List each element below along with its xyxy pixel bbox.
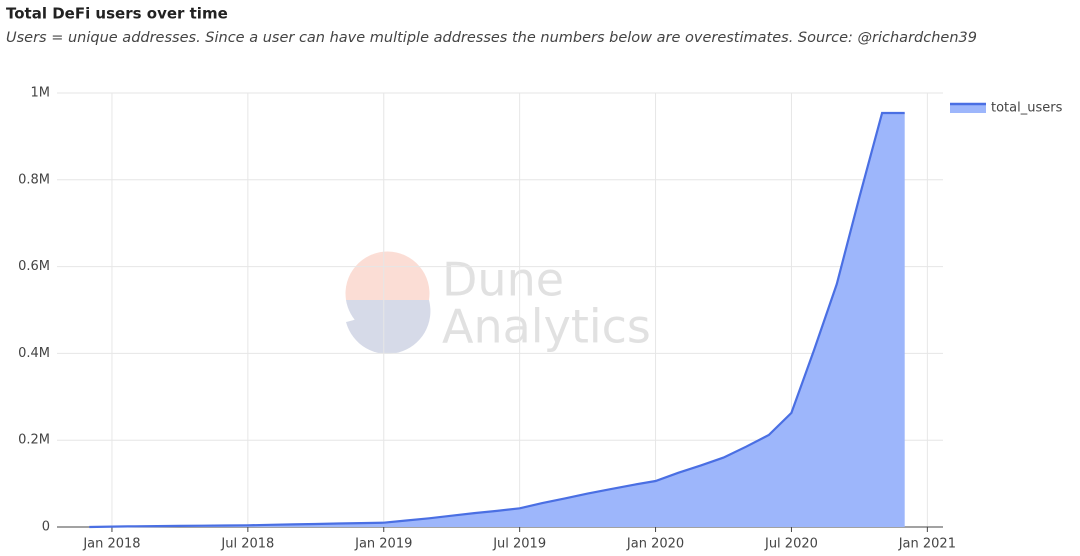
x-tick-label: Jul 2019 <box>492 537 546 552</box>
legend-label: total_users <box>991 101 1063 116</box>
x-tick-label: Jan 2020 <box>626 537 684 552</box>
x-tick-label: Jan 2019 <box>354 537 412 552</box>
line <box>89 111 905 529</box>
watermark-logo-top <box>345 251 430 300</box>
y-tick-label: 0.4M <box>18 346 50 361</box>
area <box>89 113 905 527</box>
x-tick-label: Jan 2021 <box>898 537 956 552</box>
y-tick-label: 0.2M <box>18 433 50 448</box>
chart-title: Total DeFi users over time <box>6 5 228 23</box>
y-tick-label: 0.8M <box>18 172 50 187</box>
watermark-text: Dune <box>442 253 564 307</box>
legend-swatch <box>950 103 986 113</box>
x-tick-label: Jul 2018 <box>220 537 274 552</box>
watermark-logo-wedge <box>346 300 431 354</box>
x-tick-label: Jul 2020 <box>764 537 818 552</box>
x-tick-label: Jan 2018 <box>82 537 140 552</box>
watermark-text: Analytics <box>442 300 651 354</box>
y-tick-label: 0.6M <box>18 259 50 274</box>
watermark: Dune Analytics <box>345 251 651 354</box>
y-tick-label: 1M <box>31 86 51 101</box>
chart-subtitle: Users = unique addresses. Since a user c… <box>6 30 977 46</box>
y-tick-label: 0 <box>42 520 50 535</box>
